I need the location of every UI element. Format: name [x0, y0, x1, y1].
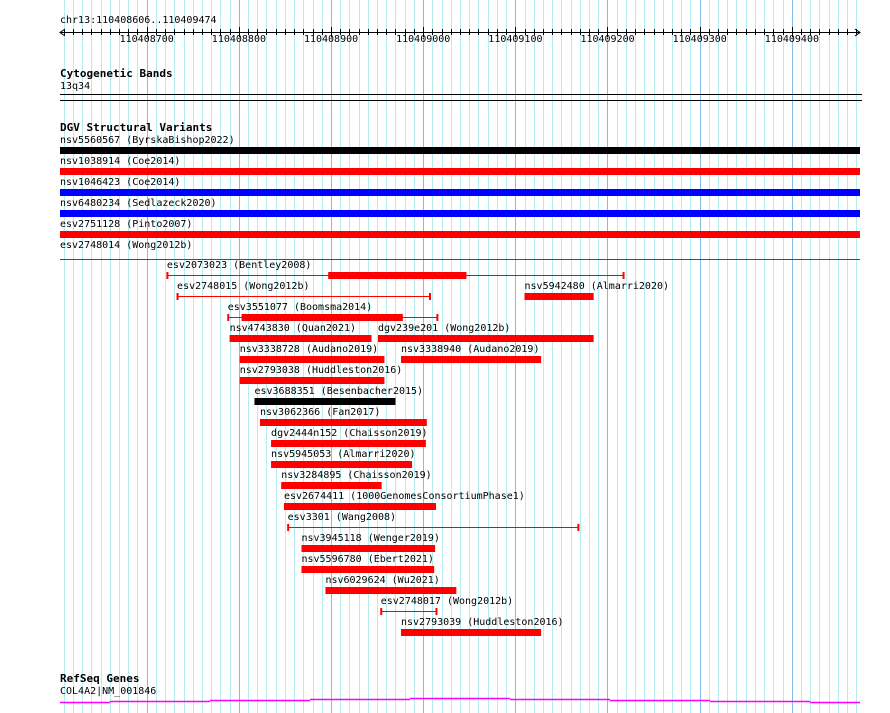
- variant-bar: [241, 314, 403, 321]
- variant-label[interactable]: nsv6480234 (Sedlazeck2020): [60, 198, 217, 209]
- variant-bar: [60, 189, 860, 196]
- variant-bar: [260, 419, 427, 426]
- ruler-tick-label: 110409400: [764, 34, 819, 45]
- variant-bar: [239, 356, 385, 363]
- variant-bar: [325, 587, 457, 594]
- variant-bar: [254, 398, 396, 405]
- variant-bar: [401, 356, 542, 363]
- variant-label[interactable]: nsv1038914 (Coe2014): [60, 156, 181, 167]
- variant-label[interactable]: esv2748014 (Wong2012b): [60, 240, 193, 251]
- ruler-tick-label: 110409200: [580, 34, 635, 45]
- variant-bar: [60, 168, 860, 175]
- variant-label[interactable]: dgv2444n152 (Chaisson2019): [271, 428, 428, 439]
- variant-label[interactable]: esv3301 (Wang2008): [287, 512, 397, 523]
- variant-label[interactable]: nsv3338940 (Audano2019): [401, 344, 540, 355]
- variant-label[interactable]: dgv239e201 (Wong2012b): [377, 323, 511, 334]
- variant-label[interactable]: nsv2793038 (Huddleston2016): [239, 365, 403, 376]
- variant-label[interactable]: nsv5560567 (ByrskaBishop2022): [60, 135, 235, 146]
- location-label: chr13:110408606..110409474: [60, 15, 217, 26]
- variant-bar: [229, 335, 372, 342]
- cytoband-bar-top: [60, 94, 862, 95]
- variant-bar: [301, 545, 436, 552]
- ruler-tick-label: 110408900: [303, 34, 359, 45]
- cytoband-track-title[interactable]: Cytogenetic Bands: [60, 67, 173, 80]
- variant-label[interactable]: nsv4743830 (Quan2021): [229, 323, 357, 334]
- variant-label[interactable]: nsv3945118 (Wenger2019): [301, 533, 440, 544]
- variant-bar: [328, 272, 467, 279]
- refseq-track-title[interactable]: RefSeq Genes: [60, 672, 140, 685]
- variant-bar: [281, 482, 382, 489]
- variant-label[interactable]: esv2751128 (Pinto2007): [60, 219, 193, 230]
- variant-label[interactable]: esv2674411 (1000GenomesConsortiumPhase1): [283, 491, 525, 502]
- variant-bar: [524, 293, 594, 300]
- variant-bar: [239, 377, 385, 384]
- variant-label[interactable]: nsv6029624 (Wu2021): [325, 575, 440, 586]
- variant-label[interactable]: nsv1046423 (Coe2014): [60, 177, 181, 188]
- variant-bar: [301, 566, 435, 573]
- variant-label[interactable]: nsv5945053 (Almarri2020): [271, 449, 416, 460]
- variant-bar: [401, 629, 542, 636]
- arrow-right-icon: [854, 28, 861, 37]
- variant-bar: [60, 210, 860, 217]
- variant-label[interactable]: esv2073023 (Bentley2008): [166, 260, 312, 271]
- dgv-track-title[interactable]: DGV Structural Variants: [60, 121, 213, 134]
- variant-label[interactable]: nsv3062366 (Fan2017): [260, 407, 381, 418]
- variant-label[interactable]: esv3551077 (Boomsma2014): [227, 302, 373, 313]
- cytoband-label: 13q34: [60, 81, 91, 92]
- ruler-tick-label: 110409000: [396, 34, 451, 45]
- variant-bar: [271, 440, 426, 447]
- variant-label[interactable]: nsv3338728 (Audano2019): [239, 344, 379, 355]
- variant-bar: [60, 231, 860, 238]
- cytoband-bar-bottom: [60, 100, 862, 101]
- variant-bar: [377, 335, 594, 342]
- variant-label[interactable]: esv3688351 (Besenbacher2015): [254, 386, 424, 397]
- variant-label[interactable]: nsv3284895 (Chaisson2019): [281, 470, 432, 481]
- variant-label[interactable]: esv2748015 (Wong2012b): [177, 281, 310, 292]
- variant-bar: [283, 503, 437, 510]
- variant-label[interactable]: esv2748017 (Wong2012b): [380, 596, 514, 607]
- arrow-left-icon: [59, 28, 66, 37]
- ruler-tick-label: 110409300: [672, 34, 727, 45]
- variant-bar: [60, 147, 860, 154]
- ruler-tick-label: 110408700: [119, 34, 174, 45]
- variant-label[interactable]: nsv2793039 (Huddleston2016): [401, 617, 564, 628]
- ruler-tick-label: 110408800: [211, 34, 266, 45]
- variant-bar: [271, 461, 413, 468]
- variant-label[interactable]: nsv5596780 (Ebert2021): [301, 554, 434, 565]
- ruler-tick-label: 110409100: [488, 34, 543, 45]
- variant-label[interactable]: nsv5942480 (Almarri2020): [524, 281, 670, 292]
- gene-label[interactable]: COL4A2|NM_001846: [60, 686, 157, 697]
